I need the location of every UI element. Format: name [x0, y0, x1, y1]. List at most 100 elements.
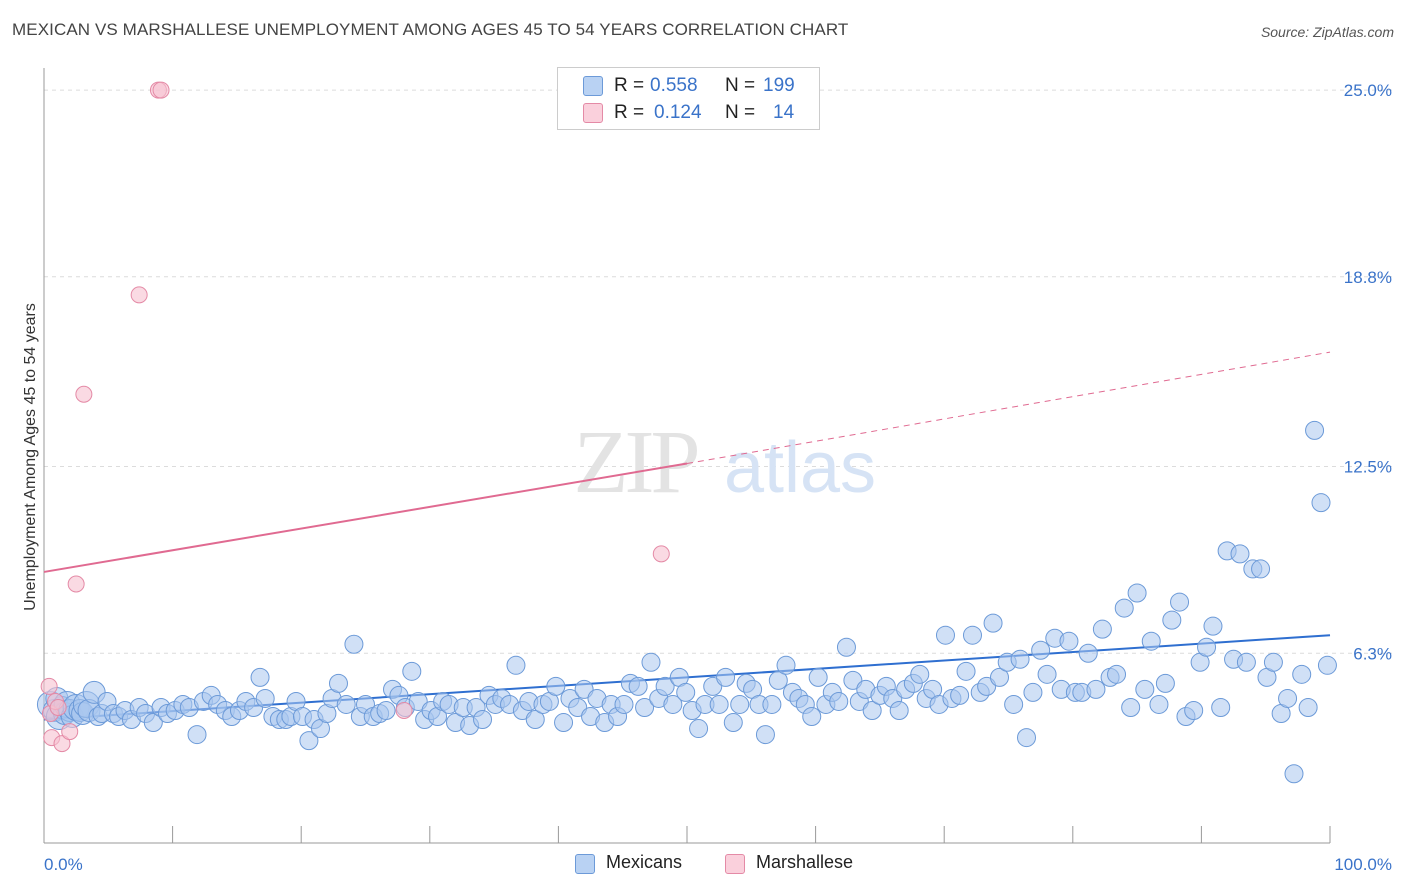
- point-mexicans: [1197, 637, 1217, 657]
- point-mexicans: [1017, 728, 1037, 748]
- watermark-zip: ZIP: [574, 413, 698, 512]
- point-marshallese: [61, 723, 79, 741]
- point-mexicans: [250, 667, 270, 687]
- source-label: Source: ZipAtlas.com: [1260, 24, 1394, 40]
- point-mexicans: [525, 710, 545, 730]
- point-mexicans: [1031, 640, 1051, 660]
- y-tick-label: 18.8%: [1344, 268, 1392, 287]
- legend-n-label: N =: [725, 102, 756, 123]
- point-mexicans: [546, 676, 566, 696]
- legend-n-value: 199: [763, 75, 795, 96]
- point-marshallese: [40, 677, 58, 695]
- point-mexicans: [1135, 679, 1155, 699]
- point-marshallese: [49, 698, 67, 716]
- y-tick-label: 12.5%: [1344, 458, 1392, 477]
- point-mexicans: [1037, 664, 1057, 684]
- point-mexicans: [1141, 631, 1161, 651]
- legend-label-mexicans: Mexicans: [606, 852, 683, 872]
- legend-label-marshallese: Marshallese: [756, 852, 854, 872]
- point-marshallese: [652, 545, 670, 563]
- point-mexicans: [808, 667, 828, 687]
- point-mexicans: [299, 731, 319, 751]
- point-mexicans: [614, 694, 634, 714]
- point-mexicans: [829, 691, 849, 711]
- x-tick-label-min: 0.0%: [44, 855, 83, 874]
- point-mexicans: [730, 694, 750, 714]
- legend-n-label: N =: [725, 75, 756, 96]
- point-mexicans: [1162, 610, 1182, 630]
- point-mexicans: [628, 676, 648, 696]
- point-mexicans: [843, 670, 863, 690]
- point-mexicans: [962, 625, 982, 645]
- point-mexicans: [1004, 694, 1024, 714]
- point-mexicans: [1211, 697, 1231, 717]
- point-mexicans: [1059, 631, 1079, 651]
- point-mexicans: [703, 676, 723, 696]
- legend-n-value: 14: [773, 102, 795, 123]
- chart-title: MEXICAN VS MARSHALLESE UNEMPLOYMENT AMON…: [12, 20, 849, 39]
- legend-series: Mexicans Marshallese: [0, 851, 1406, 877]
- point-mexicans: [143, 713, 163, 733]
- data-points: [36, 81, 1337, 784]
- point-mexicans: [1284, 764, 1304, 784]
- point-mexicans: [1236, 652, 1256, 672]
- point-marshallese: [75, 385, 93, 403]
- point-mexicans: [676, 682, 696, 702]
- point-mexicans: [716, 667, 736, 687]
- point-mexicans: [1317, 655, 1337, 675]
- point-mexicans: [663, 694, 683, 714]
- legend-swatch-mexicans: [575, 854, 595, 874]
- point-mexicans: [328, 673, 348, 693]
- point-mexicans: [889, 700, 909, 720]
- point-mexicans: [1305, 420, 1325, 440]
- point-marshallese: [130, 286, 148, 304]
- point-mexicans: [768, 670, 788, 690]
- point-mexicans: [402, 661, 422, 681]
- point-mexicans: [862, 700, 882, 720]
- point-mexicans: [956, 661, 976, 681]
- point-mexicans: [1023, 682, 1043, 702]
- point-mexicans: [187, 725, 207, 745]
- legend-r-value: 0.558: [650, 75, 698, 96]
- point-mexicans: [1114, 598, 1134, 618]
- y-tick-label: 6.3%: [1353, 644, 1392, 663]
- trend-line-marshallese-extended: [686, 351, 1331, 465]
- point-mexicans: [376, 700, 396, 720]
- point-mexicans: [473, 710, 493, 730]
- point-mexicans: [655, 676, 675, 696]
- point-mexicans: [1010, 649, 1030, 669]
- point-mexicans: [1263, 652, 1283, 672]
- point-mexicans: [635, 697, 655, 717]
- point-mexicans: [755, 725, 775, 745]
- point-mexicans: [836, 637, 856, 657]
- y-tick-label: 25.0%: [1344, 81, 1392, 100]
- legend-r-label: R =: [614, 75, 645, 96]
- point-mexicans: [408, 691, 428, 711]
- trend-line-marshallese: [43, 462, 688, 573]
- point-mexicans: [1278, 688, 1298, 708]
- point-marshallese: [67, 575, 85, 593]
- point-marshallese: [152, 81, 170, 99]
- legend-row-mexicans: R = 0.558 N = 199: [558, 75, 819, 99]
- point-mexicans: [574, 679, 594, 699]
- x-tick-label-max: 100.0%: [1334, 855, 1392, 874]
- legend-r-label: R =: [614, 102, 645, 123]
- point-mexicans: [1311, 493, 1331, 513]
- point-marshallese: [53, 735, 71, 753]
- watermark-atlas: atlas: [724, 428, 876, 508]
- point-mexicans: [983, 613, 1003, 633]
- point-mexicans: [1251, 559, 1271, 579]
- legend-correlation: R = 0.558 N = 199 R = 0.124 N = 14: [557, 67, 820, 130]
- point-mexicans: [689, 719, 709, 739]
- point-mexicans: [554, 713, 574, 733]
- point-mexicans: [776, 655, 796, 675]
- point-mexicans: [1170, 592, 1190, 612]
- point-mexicans: [506, 655, 526, 675]
- point-mexicans: [1230, 544, 1250, 564]
- trend-lines: [43, 351, 1331, 721]
- grid-lines: [44, 89, 1392, 654]
- point-mexicans: [1086, 679, 1106, 699]
- point-mexicans: [1155, 673, 1175, 693]
- point-mexicans: [1292, 664, 1312, 684]
